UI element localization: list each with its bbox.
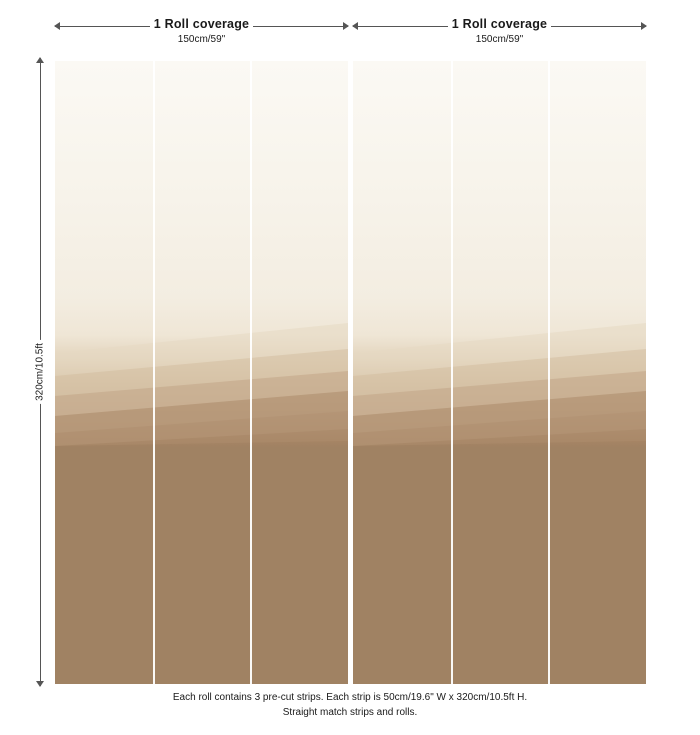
roll-2-title: 1 Roll coverage bbox=[447, 17, 552, 31]
roll-1-title: 1 Roll coverage bbox=[149, 17, 254, 31]
roll-1-dimension: 1 Roll coverage 150cm/59" bbox=[54, 0, 349, 45]
caption-line-1: Each roll contains 3 pre-cut strips. Eac… bbox=[172, 692, 528, 703]
arrow-left-icon bbox=[54, 22, 60, 30]
arrow-right-icon bbox=[343, 22, 349, 30]
strip-separator bbox=[250, 61, 252, 684]
strip-separator bbox=[548, 61, 550, 684]
roll-2-width: 150cm/59" bbox=[475, 34, 524, 45]
ombre-texture-image bbox=[55, 323, 348, 446]
arrow-down-icon bbox=[36, 681, 44, 687]
roll-2-dimension: 1 Roll coverage 150cm/59" bbox=[352, 0, 647, 45]
roll-2-mural bbox=[353, 61, 646, 684]
arrow-left-icon bbox=[352, 22, 358, 30]
height-label: 320cm/10.5ft bbox=[34, 340, 46, 404]
strip-separator bbox=[451, 61, 453, 684]
caption-line-2: Straight match strips and rolls. bbox=[282, 707, 418, 718]
arrow-up-icon bbox=[36, 57, 44, 63]
strip-separator bbox=[153, 61, 155, 684]
arrow-right-icon bbox=[641, 22, 647, 30]
roll-1-width: 150cm/59" bbox=[177, 34, 226, 45]
roll-1-mural bbox=[55, 61, 348, 684]
ombre-texture-image bbox=[353, 323, 646, 446]
